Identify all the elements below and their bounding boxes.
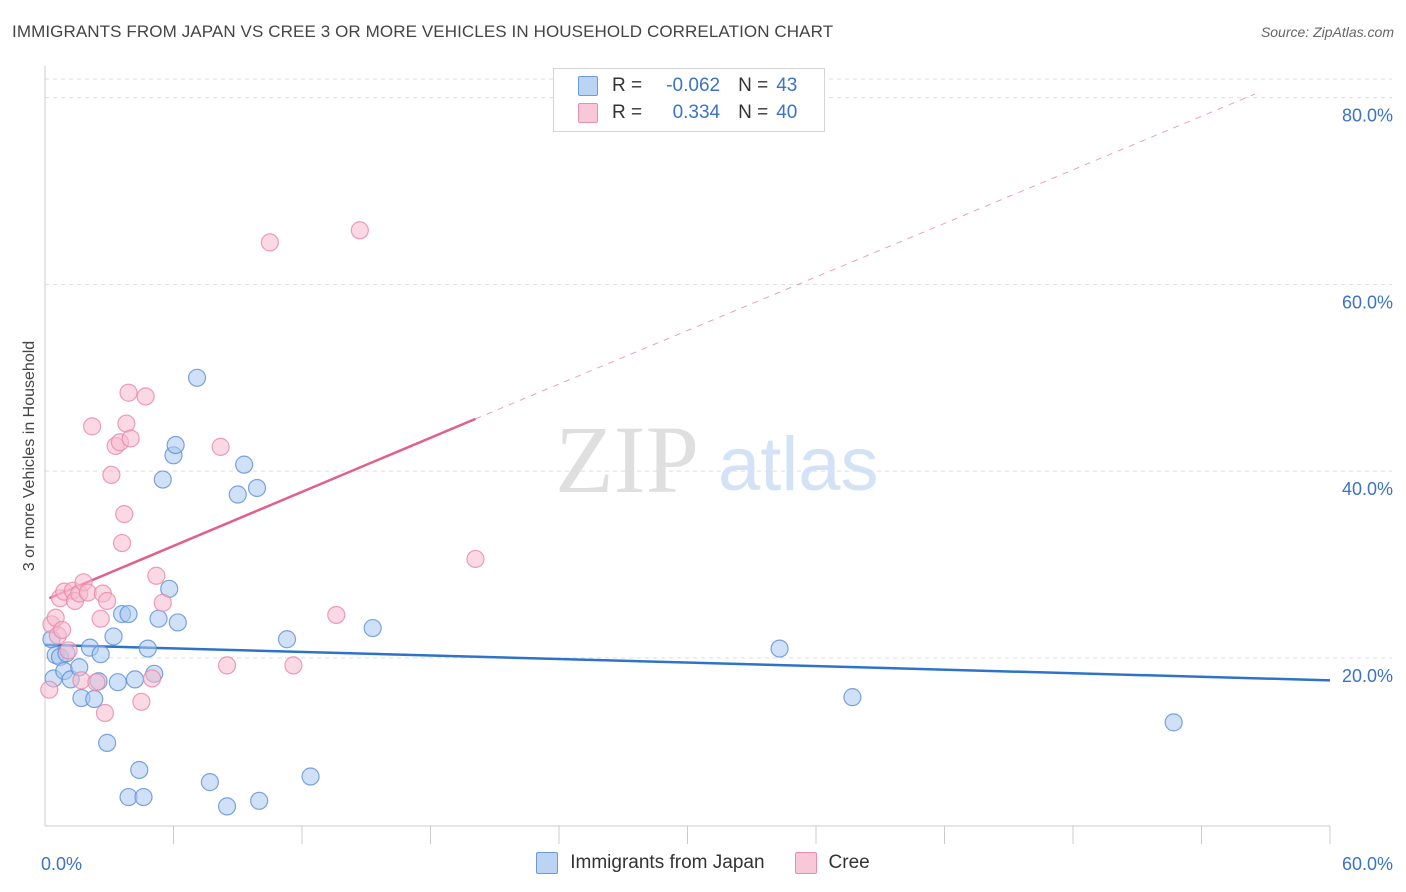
cree-point-26 — [119, 383, 138, 402]
cree-trend-extension — [475, 93, 1256, 420]
japan-point-39 — [363, 618, 382, 638]
japan-point-22 — [138, 639, 157, 658]
japan-point-17 — [119, 604, 138, 624]
cree-point-34 — [217, 656, 237, 675]
cree-point-23 — [112, 533, 132, 553]
japan-point-30 — [187, 368, 207, 387]
japan-point-32 — [217, 797, 237, 816]
japan-point-38 — [301, 767, 320, 786]
japan-point-25 — [153, 470, 172, 489]
bottom-legend-swatch-japan — [536, 852, 559, 874]
cree-point-11 — [72, 671, 91, 690]
japan-point-42 — [1164, 713, 1183, 732]
x-tick-label-1: 60.0% — [1342, 854, 1393, 874]
cree-point-0 — [40, 680, 59, 699]
japan-trend-line — [44, 643, 1331, 682]
japan-point-28 — [166, 435, 185, 455]
japan-point-40 — [770, 639, 789, 658]
cree-point-18 — [95, 703, 115, 723]
cree-point-30 — [142, 669, 162, 688]
cree-point-5 — [53, 620, 72, 640]
japan-point-10 — [85, 689, 104, 709]
cree-point-38 — [350, 221, 369, 240]
cree-point-20 — [102, 465, 121, 485]
y-tick-label-2: 60.0% — [1342, 292, 1393, 312]
y-tick-label-0: 20.0% — [1342, 666, 1393, 686]
legend-row-cree: R = 0.334 N = 40 — [578, 100, 797, 126]
source-label: Source: ZipAtlas.com — [1260, 24, 1394, 40]
y-axis-label: 3 or more Vehicles in Household — [21, 341, 38, 571]
legend-n-label: N = — [738, 75, 769, 96]
japan-point-12 — [91, 645, 110, 664]
trend-lines — [44, 93, 1331, 682]
japan-point-21 — [134, 787, 153, 807]
cree-point-27 — [121, 429, 140, 448]
axes — [44, 66, 1331, 844]
cree-point-32 — [153, 593, 172, 612]
cree-point-28 — [132, 692, 151, 711]
y-tick-label-1: 40.0% — [1342, 479, 1393, 499]
cree-point-24 — [115, 505, 134, 524]
japan-point-15 — [108, 673, 127, 692]
bottom-legend-swatch-cree — [794, 852, 817, 874]
legend-box: R = -0.062 N = 43 R = 0.334 N = 40 — [553, 68, 825, 132]
legend-n-value-cree: 40 — [776, 102, 798, 123]
y-tick-label-3: 80.0% — [1342, 106, 1393, 126]
bottom-legend: Immigrants from Japan Cree — [0, 852, 1406, 874]
japan-point-36 — [250, 791, 269, 810]
legend-r-value-japan: -0.062 — [666, 75, 721, 96]
japan-point-29 — [168, 613, 187, 632]
chart-title: IMMIGRANTS FROM JAPAN VS CREE 3 OR MORE … — [12, 22, 834, 41]
japan-point-33 — [228, 485, 247, 504]
cree-point-16 — [91, 609, 110, 628]
bottom-legend-cree[interactable]: Cree — [794, 852, 870, 874]
japan-point-37 — [277, 630, 297, 649]
cree-point-29 — [136, 387, 155, 406]
legend-n-label: N = — [738, 102, 769, 123]
grid-lines — [45, 78, 1392, 659]
legend-r-value-cree: 0.334 — [672, 102, 721, 123]
cree-point-19 — [98, 591, 117, 611]
japan-point-34 — [235, 455, 254, 474]
cree-point-14 — [83, 417, 102, 436]
cree-point-39 — [466, 549, 485, 569]
legend-swatch-cree — [578, 103, 598, 123]
japan-point-31 — [200, 773, 220, 792]
bottom-legend-label-cree: Cree — [828, 852, 870, 873]
japan-point-19 — [125, 670, 145, 689]
legend-r-label: R = — [612, 102, 643, 123]
cree-trend-line — [48, 417, 476, 600]
japan-point-41 — [843, 688, 862, 707]
cree-point-35 — [260, 233, 279, 252]
tick-labels: 20.0% 40.0% 60.0% 80.0% 0.0% 60.0% — [41, 106, 1393, 874]
japan-point-13 — [98, 733, 117, 752]
data-points — [40, 221, 1183, 816]
japan-point-24 — [149, 609, 168, 628]
japan-point-20 — [130, 760, 149, 780]
watermark-atlas: atlas — [718, 422, 879, 507]
watermark-zip: ZIP — [555, 406, 699, 513]
legend-r-label: R = — [612, 75, 643, 96]
cree-point-31 — [147, 566, 166, 585]
cree-point-33 — [211, 437, 230, 456]
bottom-legend-japan[interactable]: Immigrants from Japan — [536, 852, 765, 874]
bottom-legend-label-japan: Immigrants from Japan — [570, 852, 765, 873]
legend-n-value-japan: 43 — [776, 75, 798, 96]
cree-point-15 — [87, 673, 106, 692]
x-tick-label-0: 0.0% — [41, 854, 82, 874]
japan-point-14 — [104, 627, 123, 646]
cree-point-36 — [284, 656, 303, 675]
cree-point-7 — [59, 641, 78, 660]
japan-point-35 — [247, 478, 267, 498]
legend-swatch-japan — [578, 76, 598, 96]
cree-point-25 — [117, 414, 136, 433]
watermark: ZIP atlas — [555, 406, 879, 513]
legend-row-japan: R = -0.062 N = 43 — [578, 73, 797, 99]
cree-point-37 — [327, 605, 346, 625]
